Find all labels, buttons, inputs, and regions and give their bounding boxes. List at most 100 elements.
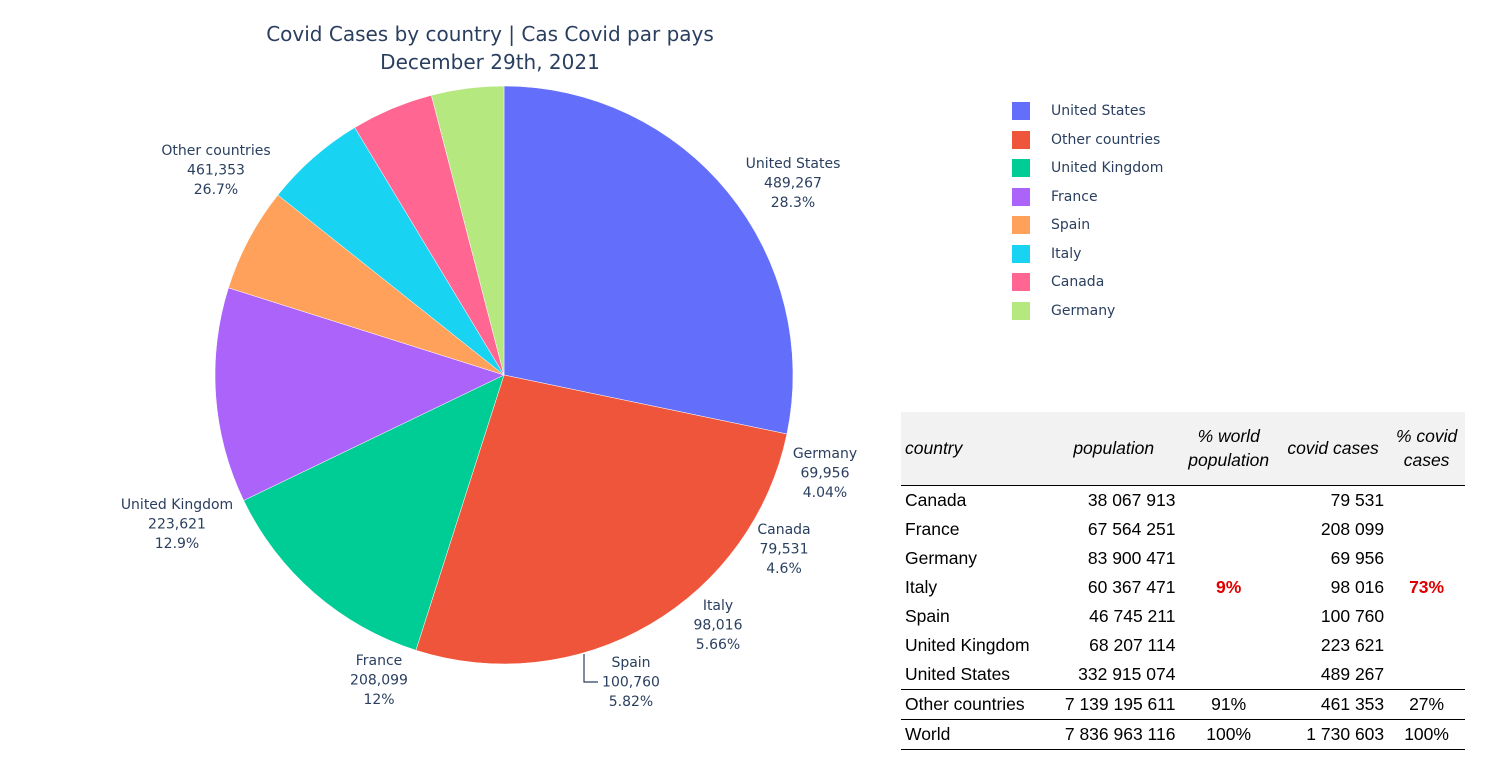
slice-label-percent: 26.7% <box>194 182 238 198</box>
legend-item[interactable]: Germany <box>1012 297 1163 326</box>
table-row: Spain 46 745 211 100 760 <box>901 602 1465 631</box>
slice-label-percent: 5.82% <box>609 694 653 710</box>
data-table: country population % world population cov… <box>901 412 1465 750</box>
chart-subtitle: December 29th, 2021 <box>380 50 600 74</box>
header-covid-pct-line1: % covid <box>1395 426 1458 447</box>
header-population: population <box>1047 412 1180 486</box>
legend-item[interactable]: France <box>1012 183 1163 212</box>
cell-population: 67 564 251 <box>1087 518 1176 539</box>
pie-slice-germany[interactable] <box>431 85 505 376</box>
header-covid-pct: % covid cases <box>1388 412 1465 486</box>
table-row: Italy 60 367 471 9% 98 016 73% <box>901 573 1465 602</box>
legend-item[interactable]: United States <box>1012 97 1163 126</box>
cell-population: 38 067 913 <box>1087 489 1176 510</box>
chart-title-line: Covid Cases by country | Cas Covid par p… <box>266 22 714 46</box>
table-row: Germany 83 900 471 69 956 <box>901 544 1465 573</box>
slice-label-label: Spain <box>611 655 650 671</box>
cell-pct-cases <box>1388 631 1465 660</box>
legend-label: Canada <box>1051 274 1105 291</box>
cell-pct-world <box>1179 660 1277 690</box>
slice-label: Italy 98,016 5.66% <box>694 598 743 653</box>
cell-pct-world: 9% <box>1216 576 1242 597</box>
legend-item[interactable]: Canada <box>1012 268 1163 297</box>
cell-pct-cases: 27% <box>1388 688 1465 719</box>
slice-label: France 208,099 12% <box>350 653 408 708</box>
cell-cases: 98 016 <box>1330 576 1385 597</box>
cell-country: Germany <box>905 547 977 568</box>
slice-label-percent: 12.9% <box>155 536 199 552</box>
table-row: Other countries 7 139 195 611 91% 461 353 27… <box>901 688 1465 719</box>
cell-country: Spain <box>905 605 950 626</box>
slice-label-label: Germany <box>793 446 857 462</box>
slice-label-value: 223,621 <box>148 517 206 533</box>
table-body: Canada 38 067 913 79 531 France 67 564 251 20… <box>901 485 1465 750</box>
slice-label: United States 489,267 28.3% <box>746 156 841 211</box>
slice-label-value: 98,016 <box>694 618 743 634</box>
legend-item[interactable]: United Kingdom <box>1012 154 1163 183</box>
legend-item[interactable]: Spain <box>1012 211 1163 240</box>
cell-country: France <box>905 518 960 539</box>
legend-label: Italy <box>1051 245 1082 262</box>
legend-swatch <box>1012 102 1030 121</box>
cell-population: 7 139 195 611 <box>1047 688 1180 719</box>
cell-cases: 489 267 <box>1320 663 1385 684</box>
cell-pct-world <box>1179 515 1277 544</box>
legend-item[interactable]: Italy <box>1012 240 1163 269</box>
table-row: United Kingdom 68 207 114 223 621 <box>901 631 1465 660</box>
cell-country: Canada <box>905 489 967 510</box>
table-row: World 7 836 963 116 100% 1 730 603 100% <box>901 718 1465 750</box>
cell-population: 46 745 211 <box>1089 605 1176 626</box>
pie-chart: United States 489,267 28.3% Other countries… <box>121 85 857 710</box>
legend-label: United Kingdom <box>1051 160 1164 177</box>
slice-label: United Kingdom 223,621 12.9% <box>121 497 233 552</box>
slice-label: Other countries 461,353 26.7% <box>161 143 270 198</box>
chart-title: Covid Cases by country | Cas Covid par p… <box>190 20 790 76</box>
cell-country: Other countries <box>901 688 1048 719</box>
legend[interactable]: United States Other countries United Kingd… <box>1012 97 1163 325</box>
cell-cases: 100 760 <box>1320 605 1385 626</box>
slice-label-percent: 4.6% <box>766 561 802 577</box>
legend-swatch <box>1012 301 1030 320</box>
cell-cases: 69 956 <box>1330 547 1385 568</box>
cell-pct-cases <box>1388 660 1465 690</box>
legend-item[interactable]: Other countries <box>1012 126 1163 155</box>
cell-pct-cases <box>1388 485 1465 515</box>
pie-slice-united-kingdom[interactable] <box>243 374 505 651</box>
header-covid-pct-line2: cases <box>1403 450 1450 471</box>
slice-label-value: 208,099 <box>350 673 408 689</box>
slice-label-label: United Kingdom <box>121 497 233 513</box>
cell-country: United Kingdom <box>905 634 1030 655</box>
cell-pct-cases: 100% <box>1388 718 1465 750</box>
pie-slice-france[interactable] <box>214 287 505 501</box>
legend-swatch <box>1012 273 1030 292</box>
table-row: Canada 38 067 913 79 531 <box>901 485 1465 515</box>
cell-pct-cases <box>1388 515 1465 544</box>
slice-label-label: France <box>356 653 403 669</box>
cell-cases: 461 353 <box>1277 688 1389 719</box>
slice-label-label: Italy <box>703 598 733 614</box>
header-covid-cases: covid cases <box>1277 412 1389 486</box>
pie-slice-other-countries[interactable] <box>415 374 788 665</box>
cell-cases: 223 621 <box>1320 634 1385 655</box>
cell-population: 332 915 074 <box>1078 663 1176 684</box>
slice-label-value: 489,267 <box>764 176 822 192</box>
slice-label-percent: 28.3% <box>771 195 815 211</box>
cell-pct-cases: 73% <box>1409 576 1445 597</box>
legend-label: Spain <box>1051 217 1091 234</box>
slice-label-value: 79,531 <box>760 542 809 558</box>
leader-line <box>583 654 598 683</box>
cell-pct-world <box>1179 544 1277 573</box>
pie-slice-united-states[interactable] <box>503 85 794 435</box>
slice-label-percent: 5.66% <box>696 637 740 653</box>
legend-swatch <box>1012 216 1030 235</box>
cell-population: 83 900 471 <box>1087 547 1176 568</box>
slice-label-percent: 4.04% <box>803 485 847 501</box>
slice-label: Canada 79,531 4.6% <box>757 522 810 577</box>
cell-cases: 208 099 <box>1320 518 1385 539</box>
cell-country: World <box>901 718 1048 750</box>
cell-country: United States <box>905 663 1011 684</box>
cell-population: 7 836 963 116 <box>1047 718 1180 750</box>
cell-pct-world: 91% <box>1179 688 1278 719</box>
slice-label-label: Other countries <box>161 143 270 159</box>
cell-cases: 1 730 603 <box>1277 718 1389 750</box>
